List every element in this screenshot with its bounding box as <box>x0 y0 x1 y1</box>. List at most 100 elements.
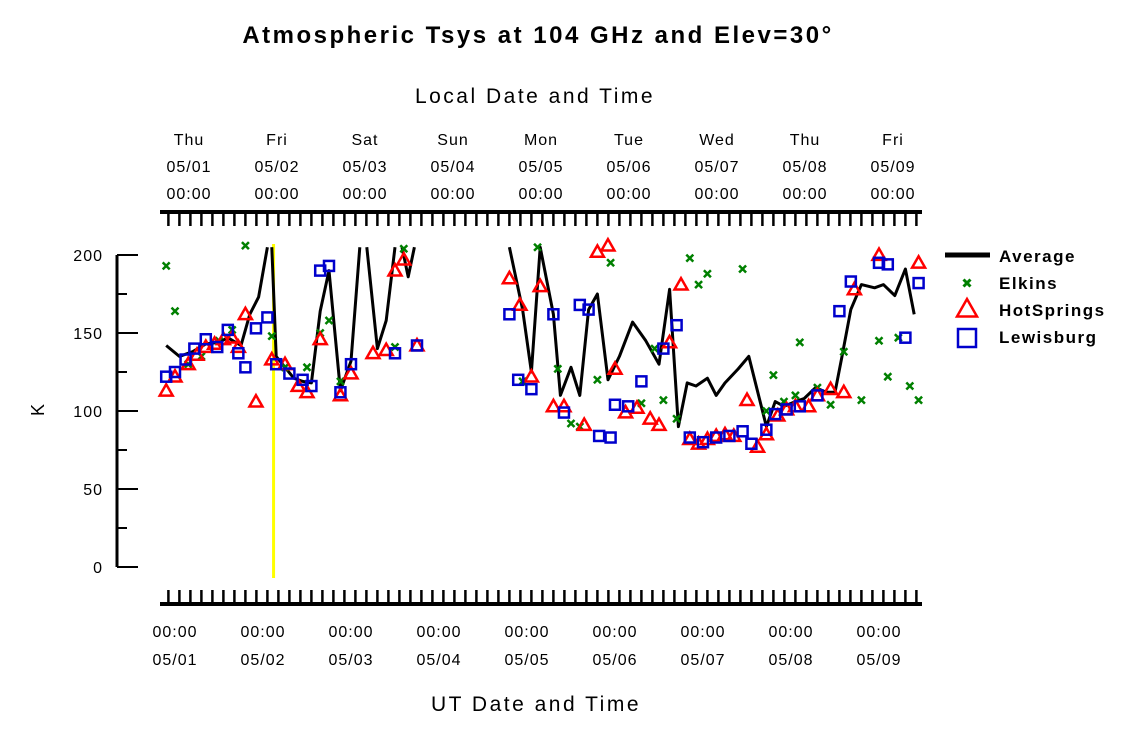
hotsprings-point <box>511 295 529 312</box>
lewisburg-point <box>760 423 773 436</box>
legend-label: Elkins <box>999 274 1058 293</box>
elkins-point <box>672 414 681 424</box>
hotsprings-point <box>236 305 255 321</box>
hotsprings-point <box>500 269 519 285</box>
y-axis: 0 50 100 150 200 <box>73 248 138 577</box>
hotsprings-point <box>681 430 699 446</box>
hotsprings-point <box>395 250 413 266</box>
lewisburg-point <box>592 429 606 443</box>
elkins-point <box>761 406 771 416</box>
elkins-point <box>593 375 602 385</box>
lewisburg-point <box>621 400 635 413</box>
hotsprings-point <box>544 397 563 413</box>
top-tick-day: Thu <box>790 132 821 149</box>
lewisburg-point <box>608 398 622 412</box>
y-tick-label: 100 <box>73 404 103 421</box>
lewisburg-point <box>696 435 710 449</box>
legend: Average Elkins HotSprings Lewisburg <box>945 247 1104 349</box>
hotsprings-point <box>606 359 624 376</box>
elkins-point <box>399 244 409 254</box>
top-tick-day: Mon <box>524 132 558 149</box>
elkins-point <box>267 331 277 341</box>
elkins-point <box>795 337 805 347</box>
lewisburg-point <box>388 347 402 360</box>
bottom-tick-date: 05/09 <box>856 652 901 669</box>
elkins-point <box>857 395 866 405</box>
top-tick-time: 00:00 <box>870 186 915 203</box>
elkins-point <box>694 280 703 290</box>
elkins-point <box>566 419 576 428</box>
x-axis-label: UT Date and Time <box>431 693 641 716</box>
elkins-point <box>738 264 747 274</box>
y-tick-label: 50 <box>83 482 103 499</box>
lewisburg-point <box>811 389 824 402</box>
top-tick-date: 05/01 <box>166 159 211 176</box>
elkins-point <box>659 395 668 405</box>
lewisburg-point <box>768 407 782 421</box>
top-tick-day: Sun <box>437 132 468 149</box>
bottom-tick-time: 00:00 <box>416 624 461 641</box>
hotsprings-point <box>909 253 928 269</box>
lewisburg-point <box>511 373 525 387</box>
lewisburg-point <box>221 323 235 337</box>
hotsprings-point <box>672 275 690 291</box>
top-axis: Thu 05/01 00:00 Fri 05/02 00:00 Sat 05/03 00:00 S… <box>160 132 922 226</box>
hotsprings-point <box>531 277 549 293</box>
top-axis-label: Local Date and Time <box>415 85 655 108</box>
hotsprings-point <box>821 380 840 396</box>
lewisburg-point <box>833 304 846 318</box>
top-tick-date: 05/07 <box>694 159 739 176</box>
bottom-tick-date: 05/06 <box>592 652 637 669</box>
elkins-point <box>769 370 778 380</box>
top-tick-date: 05/03 <box>342 159 387 176</box>
top-tick-time: 00:00 <box>606 186 651 203</box>
elkins-point <box>826 400 835 410</box>
lewisburg-point <box>793 400 807 413</box>
lewisburg-point <box>239 361 252 374</box>
hotsprings-point <box>223 328 241 344</box>
hotsprings-point <box>247 392 265 408</box>
top-tick-day: Wed <box>699 132 735 149</box>
chart-title: Atmospheric Tsys at 104 GHz and Elev=30° <box>242 22 833 49</box>
top-tick-time: 00:00 <box>254 186 299 203</box>
elkins-point <box>606 258 615 268</box>
lewisburg-point <box>582 303 595 316</box>
lewisburg-point <box>683 431 697 444</box>
bottom-tick-date: 05/08 <box>768 652 813 669</box>
lewisburg-point <box>912 276 925 290</box>
lewisburg-point <box>322 259 336 273</box>
bottom-tick-time: 00:00 <box>592 624 637 641</box>
elkins-point <box>533 242 542 252</box>
top-tick-time: 00:00 <box>694 186 739 203</box>
series-lewisburg <box>159 256 925 451</box>
legend-label: Average <box>999 247 1076 266</box>
elkins-point <box>914 395 923 405</box>
bottom-tick-time: 00:00 <box>328 624 373 641</box>
top-tick-date: 05/02 <box>254 159 299 176</box>
lewisburg-point <box>547 308 560 321</box>
hotsprings-point <box>229 338 248 354</box>
bottom-tick-date: 05/07 <box>680 652 725 669</box>
lewisburg-point <box>557 406 571 419</box>
average-line <box>365 247 397 351</box>
lewisburg-point <box>410 339 424 352</box>
bottom-axis: 00:00 05/01 00:00 05/02 00:00 05/03 00:00 05/04… <box>152 590 922 669</box>
lewisburg-point <box>525 382 538 396</box>
elkins-point <box>161 261 171 271</box>
top-tick-date: 05/06 <box>606 159 651 176</box>
series-average <box>165 245 916 429</box>
hotsprings-point <box>386 261 404 277</box>
elkins-point <box>302 362 312 372</box>
top-tick-time: 00:00 <box>782 186 827 203</box>
bottom-tick-time: 00:00 <box>504 624 549 641</box>
lewisburg-point <box>305 379 318 393</box>
hotsprings-point <box>364 344 382 360</box>
top-tick-day: Fri <box>882 132 904 149</box>
lewisburg-point <box>723 429 736 443</box>
top-tick-day: Sat <box>351 132 378 149</box>
bottom-tick-time: 00:00 <box>856 624 901 641</box>
elkins-point <box>685 253 695 263</box>
bottom-tick-time: 00:00 <box>152 624 197 641</box>
hotsprings-point <box>331 386 350 402</box>
lewisburg-point <box>261 311 274 324</box>
